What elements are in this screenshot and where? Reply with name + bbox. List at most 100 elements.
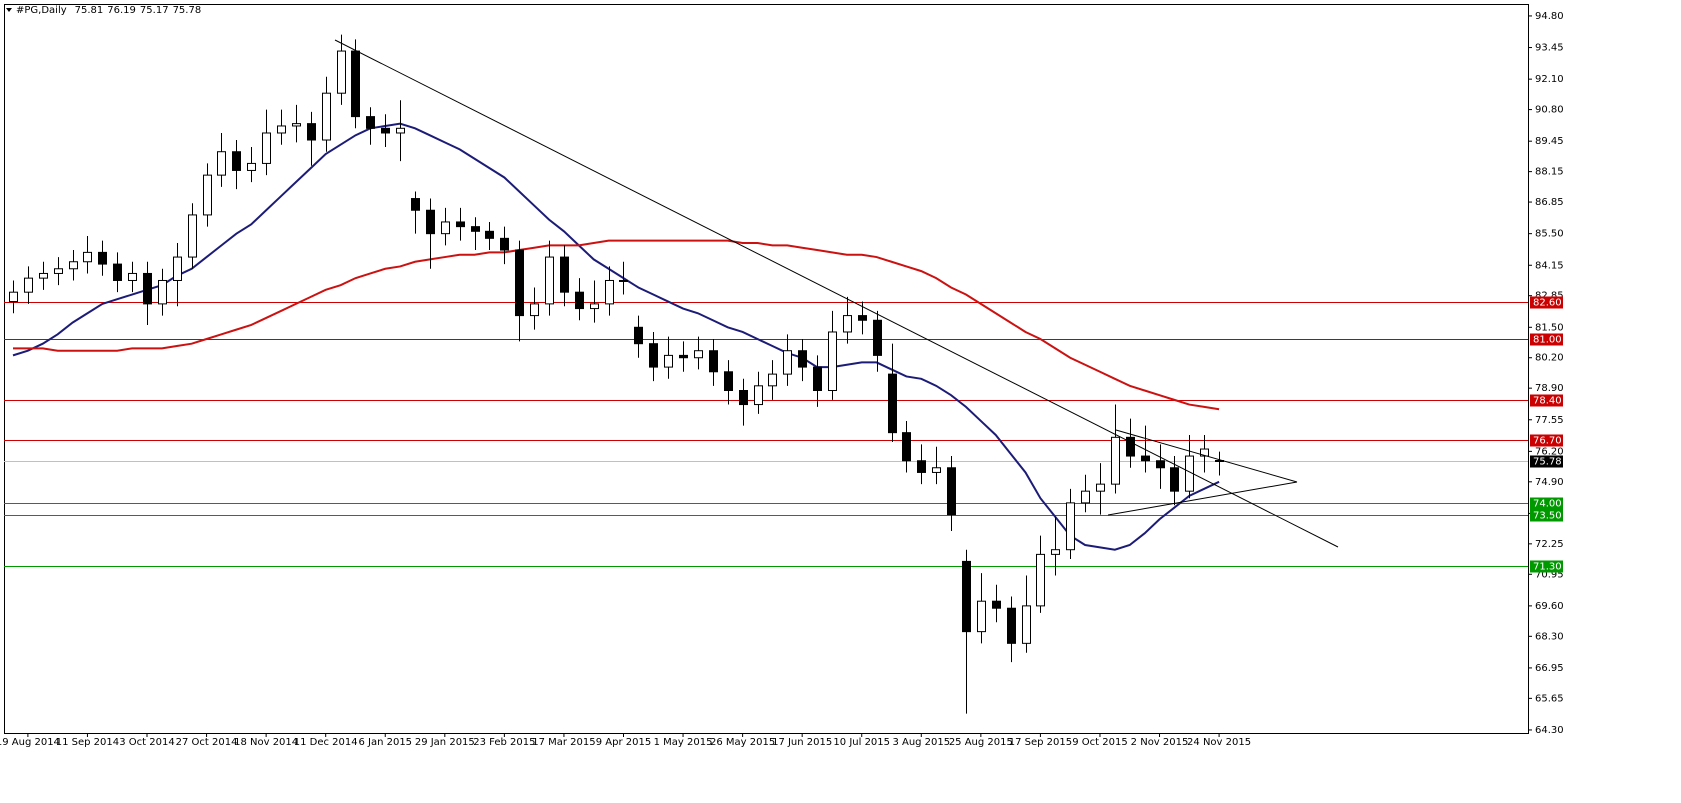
candle-body [69, 261, 78, 270]
candle-body [709, 350, 718, 373]
candle-body [888, 373, 897, 434]
candle-body [441, 221, 450, 235]
candle-body [1156, 460, 1165, 469]
candle-body [813, 366, 822, 392]
y-tick-label: 80.20 [1535, 353, 1564, 364]
candle-body [411, 198, 420, 211]
candle-body [694, 350, 703, 359]
candle-body [307, 123, 316, 141]
y-tick-label: 81.50 [1535, 322, 1564, 333]
y-tick-label: 69.60 [1535, 601, 1564, 612]
y-tick-label: 89.45 [1535, 136, 1564, 147]
candle-body [679, 354, 688, 359]
level-box [1530, 434, 1563, 447]
x-tick-label: 11 Sep 2014 [56, 737, 119, 748]
candle-body [798, 350, 807, 368]
level-label: 74.00 [1533, 499, 1562, 510]
levels [4, 302, 1528, 567]
candle-body [262, 132, 271, 164]
level-label: 82.60 [1533, 298, 1562, 309]
candle-body [322, 92, 331, 141]
y-tick-label: 65.65 [1535, 693, 1564, 704]
level-label: 75.78 [1533, 457, 1562, 468]
candle-body [917, 460, 926, 473]
candle-body [351, 50, 360, 118]
level-box [1530, 296, 1563, 309]
moving-averages [12, 122, 1220, 551]
candle-body [128, 272, 137, 281]
x-tick-label: 24 Nov 2015 [1187, 737, 1251, 748]
candle-body [873, 319, 882, 356]
x-tick-label: 9 Apr 2015 [596, 737, 651, 748]
candle-body [113, 263, 122, 281]
candle-body [649, 343, 658, 368]
candle-body [947, 467, 956, 516]
candle-body [83, 251, 92, 263]
candle-body [992, 600, 1001, 609]
candle-body [605, 279, 614, 305]
x-tick-label: 10 Jul 2015 [833, 737, 890, 748]
x-tick-label: 3 Oct 2014 [119, 737, 174, 748]
candle-body [1036, 553, 1045, 607]
candle-body [485, 230, 494, 239]
candle-body [188, 214, 197, 258]
candle-body [217, 151, 226, 176]
level-box [1530, 394, 1563, 407]
candle-body [1141, 455, 1150, 462]
level-label: 71.30 [1533, 562, 1562, 573]
level-box [1530, 455, 1563, 468]
trendline [1107, 481, 1298, 516]
candle-body [500, 237, 509, 251]
candle-body [724, 371, 733, 392]
candle-body [634, 326, 643, 345]
ohlc-open: 75.81 [75, 5, 104, 16]
y-tick-label: 94.80 [1535, 11, 1564, 22]
x-tick-label: 18 Nov 2014 [234, 737, 298, 748]
candle-body [456, 221, 465, 228]
y-tick-label: 90.80 [1535, 105, 1564, 116]
candle-body [560, 256, 569, 293]
y-tick-label: 64.30 [1535, 725, 1564, 736]
level-label: 78.40 [1533, 396, 1562, 407]
candle-body [337, 50, 346, 94]
trendline [1115, 429, 1298, 483]
candle-body [381, 127, 390, 134]
header-arrow [6, 8, 12, 12]
candle-body [545, 256, 554, 305]
candle-body [1096, 483, 1105, 492]
candle-body [1081, 490, 1090, 504]
candle-body [54, 268, 63, 274]
y-tick-label: 72.25 [1535, 539, 1564, 550]
candle-body [902, 432, 911, 462]
y-tick-label: 84.15 [1535, 260, 1564, 271]
candle-body [471, 226, 480, 232]
candle-body [932, 467, 941, 473]
candle-body [366, 116, 375, 129]
candles [9, 34, 1224, 714]
candle-body [98, 251, 107, 265]
ohlc-close: 75.78 [173, 5, 202, 16]
candle-body [843, 315, 852, 333]
x-tick-label: 9 Oct 2015 [1072, 737, 1127, 748]
x-tick-label: 29 Jan 2015 [415, 737, 475, 748]
y-tick-label: 78.90 [1535, 383, 1564, 394]
x-tick-label: 27 Oct 2014 [176, 737, 238, 748]
y-tick-label: 70.95 [1535, 569, 1564, 580]
x-tick-label: 23 Feb 2015 [473, 737, 535, 748]
candle-body [143, 272, 152, 305]
y-tick-label: 74.90 [1535, 477, 1564, 488]
y-tick-label: 86.85 [1535, 197, 1564, 208]
candle-body [768, 373, 777, 387]
level-box [1530, 560, 1563, 573]
trendline [334, 39, 1339, 548]
candle-body [977, 600, 986, 633]
moving-average [13, 239, 1220, 411]
candle-body [590, 303, 599, 310]
x-tick-label: 26 May 2015 [710, 737, 775, 748]
candle-body [754, 385, 763, 406]
axes: 94.80 93.45 92.10 90.80 89.45 88.15 86.85 85.50… [0, 11, 1564, 748]
candle-body [173, 256, 182, 281]
y-tick-label: 88.15 [1535, 167, 1564, 178]
ohlc-high: 76.19 [107, 5, 136, 16]
